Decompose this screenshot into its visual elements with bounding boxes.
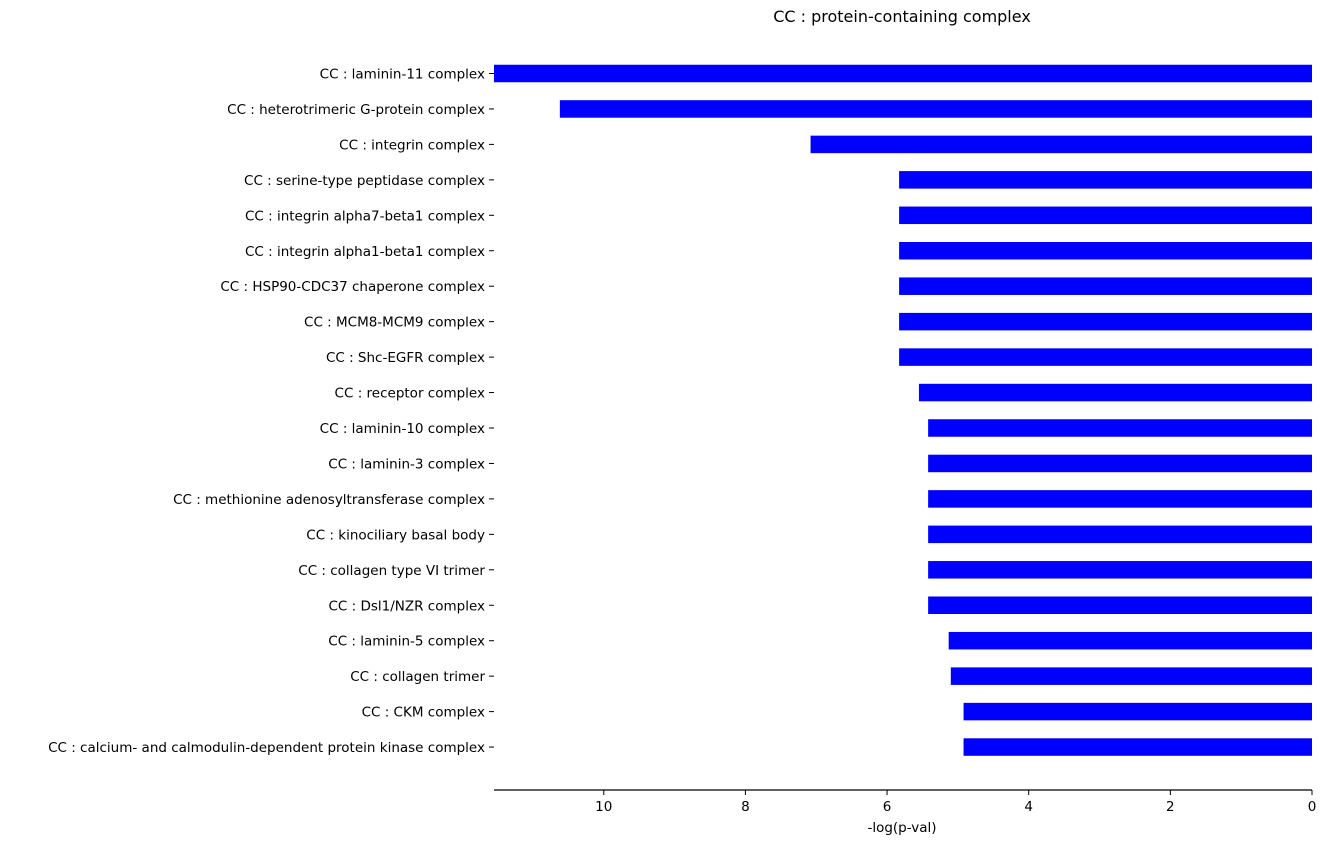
bar — [899, 277, 1312, 295]
y-tick-label: CC : serine-type peptidase complex — [244, 173, 485, 189]
bar — [948, 631, 1312, 650]
bar — [899, 348, 1312, 366]
y-tick-label: CC : HSP90-CDC37 chaperone complex — [220, 279, 485, 295]
y-tick-label: CC : receptor complex — [335, 386, 485, 402]
y-tick-label: CC : MCM8-MCM9 complex — [304, 315, 485, 331]
y-tick-label: CC : collagen trimer — [350, 669, 485, 685]
x-axis-label: -log(p-val) — [867, 820, 936, 836]
y-tick-label: CC : Dsl1/NZR complex — [328, 598, 485, 614]
bar — [928, 419, 1312, 437]
bar — [928, 561, 1312, 579]
y-tick-label: CC : heterotrimeric G-protein complex — [227, 102, 485, 118]
x-tick-label: 0 — [1308, 799, 1317, 815]
y-tick-label: CC : laminin-10 complex — [320, 421, 485, 437]
y-tick-label: CC : laminin-5 complex — [328, 634, 485, 650]
y-tick-label: CC : calcium- and calmodulin-dependent p… — [48, 740, 485, 756]
bar — [928, 454, 1312, 473]
bar — [928, 525, 1312, 544]
x-tick-label: 10 — [595, 799, 612, 815]
x-tick-label: 6 — [883, 799, 892, 815]
bar — [928, 596, 1312, 614]
bar — [899, 206, 1312, 225]
y-tick-label: CC : Shc-EGFR complex — [326, 350, 485, 366]
y-tick-label: CC : collagen type VI trimer — [298, 563, 485, 579]
bar — [950, 667, 1312, 685]
x-axis: 10 8 6 4 2 0 — [494, 789, 1317, 815]
bar — [899, 242, 1312, 260]
bar — [963, 702, 1312, 721]
chart-title: CC : protein-containing complex — [773, 7, 1031, 26]
bar — [899, 312, 1312, 331]
x-tick-label: 4 — [1024, 799, 1033, 815]
bar — [559, 100, 1312, 118]
y-tick-label: CC : methionine adenosyltransferase comp… — [173, 492, 485, 508]
y-tick-label: CC : laminin-3 complex — [328, 456, 485, 472]
y-tick-label: CC : CKM complex — [362, 705, 485, 721]
bar — [963, 738, 1312, 756]
y-axis: CC : laminin-11 complex CC : heterotrimer… — [48, 67, 494, 756]
bars-group — [494, 64, 1312, 756]
y-tick-label: CC : integrin complex — [339, 137, 485, 153]
y-tick-label: CC : laminin-11 complex — [320, 67, 485, 83]
bar — [810, 135, 1312, 154]
y-tick-label: CC : kinociliary basal body — [306, 527, 485, 543]
x-tick-label: 2 — [1166, 799, 1175, 815]
x-tick-label: 8 — [741, 799, 750, 815]
bar — [494, 64, 1312, 83]
y-tick-label: CC : integrin alpha1-beta1 complex — [245, 244, 485, 260]
y-tick-label: CC : integrin alpha7-beta1 complex — [245, 208, 485, 224]
bar — [899, 171, 1312, 189]
bar — [928, 490, 1312, 508]
bar — [918, 383, 1312, 402]
